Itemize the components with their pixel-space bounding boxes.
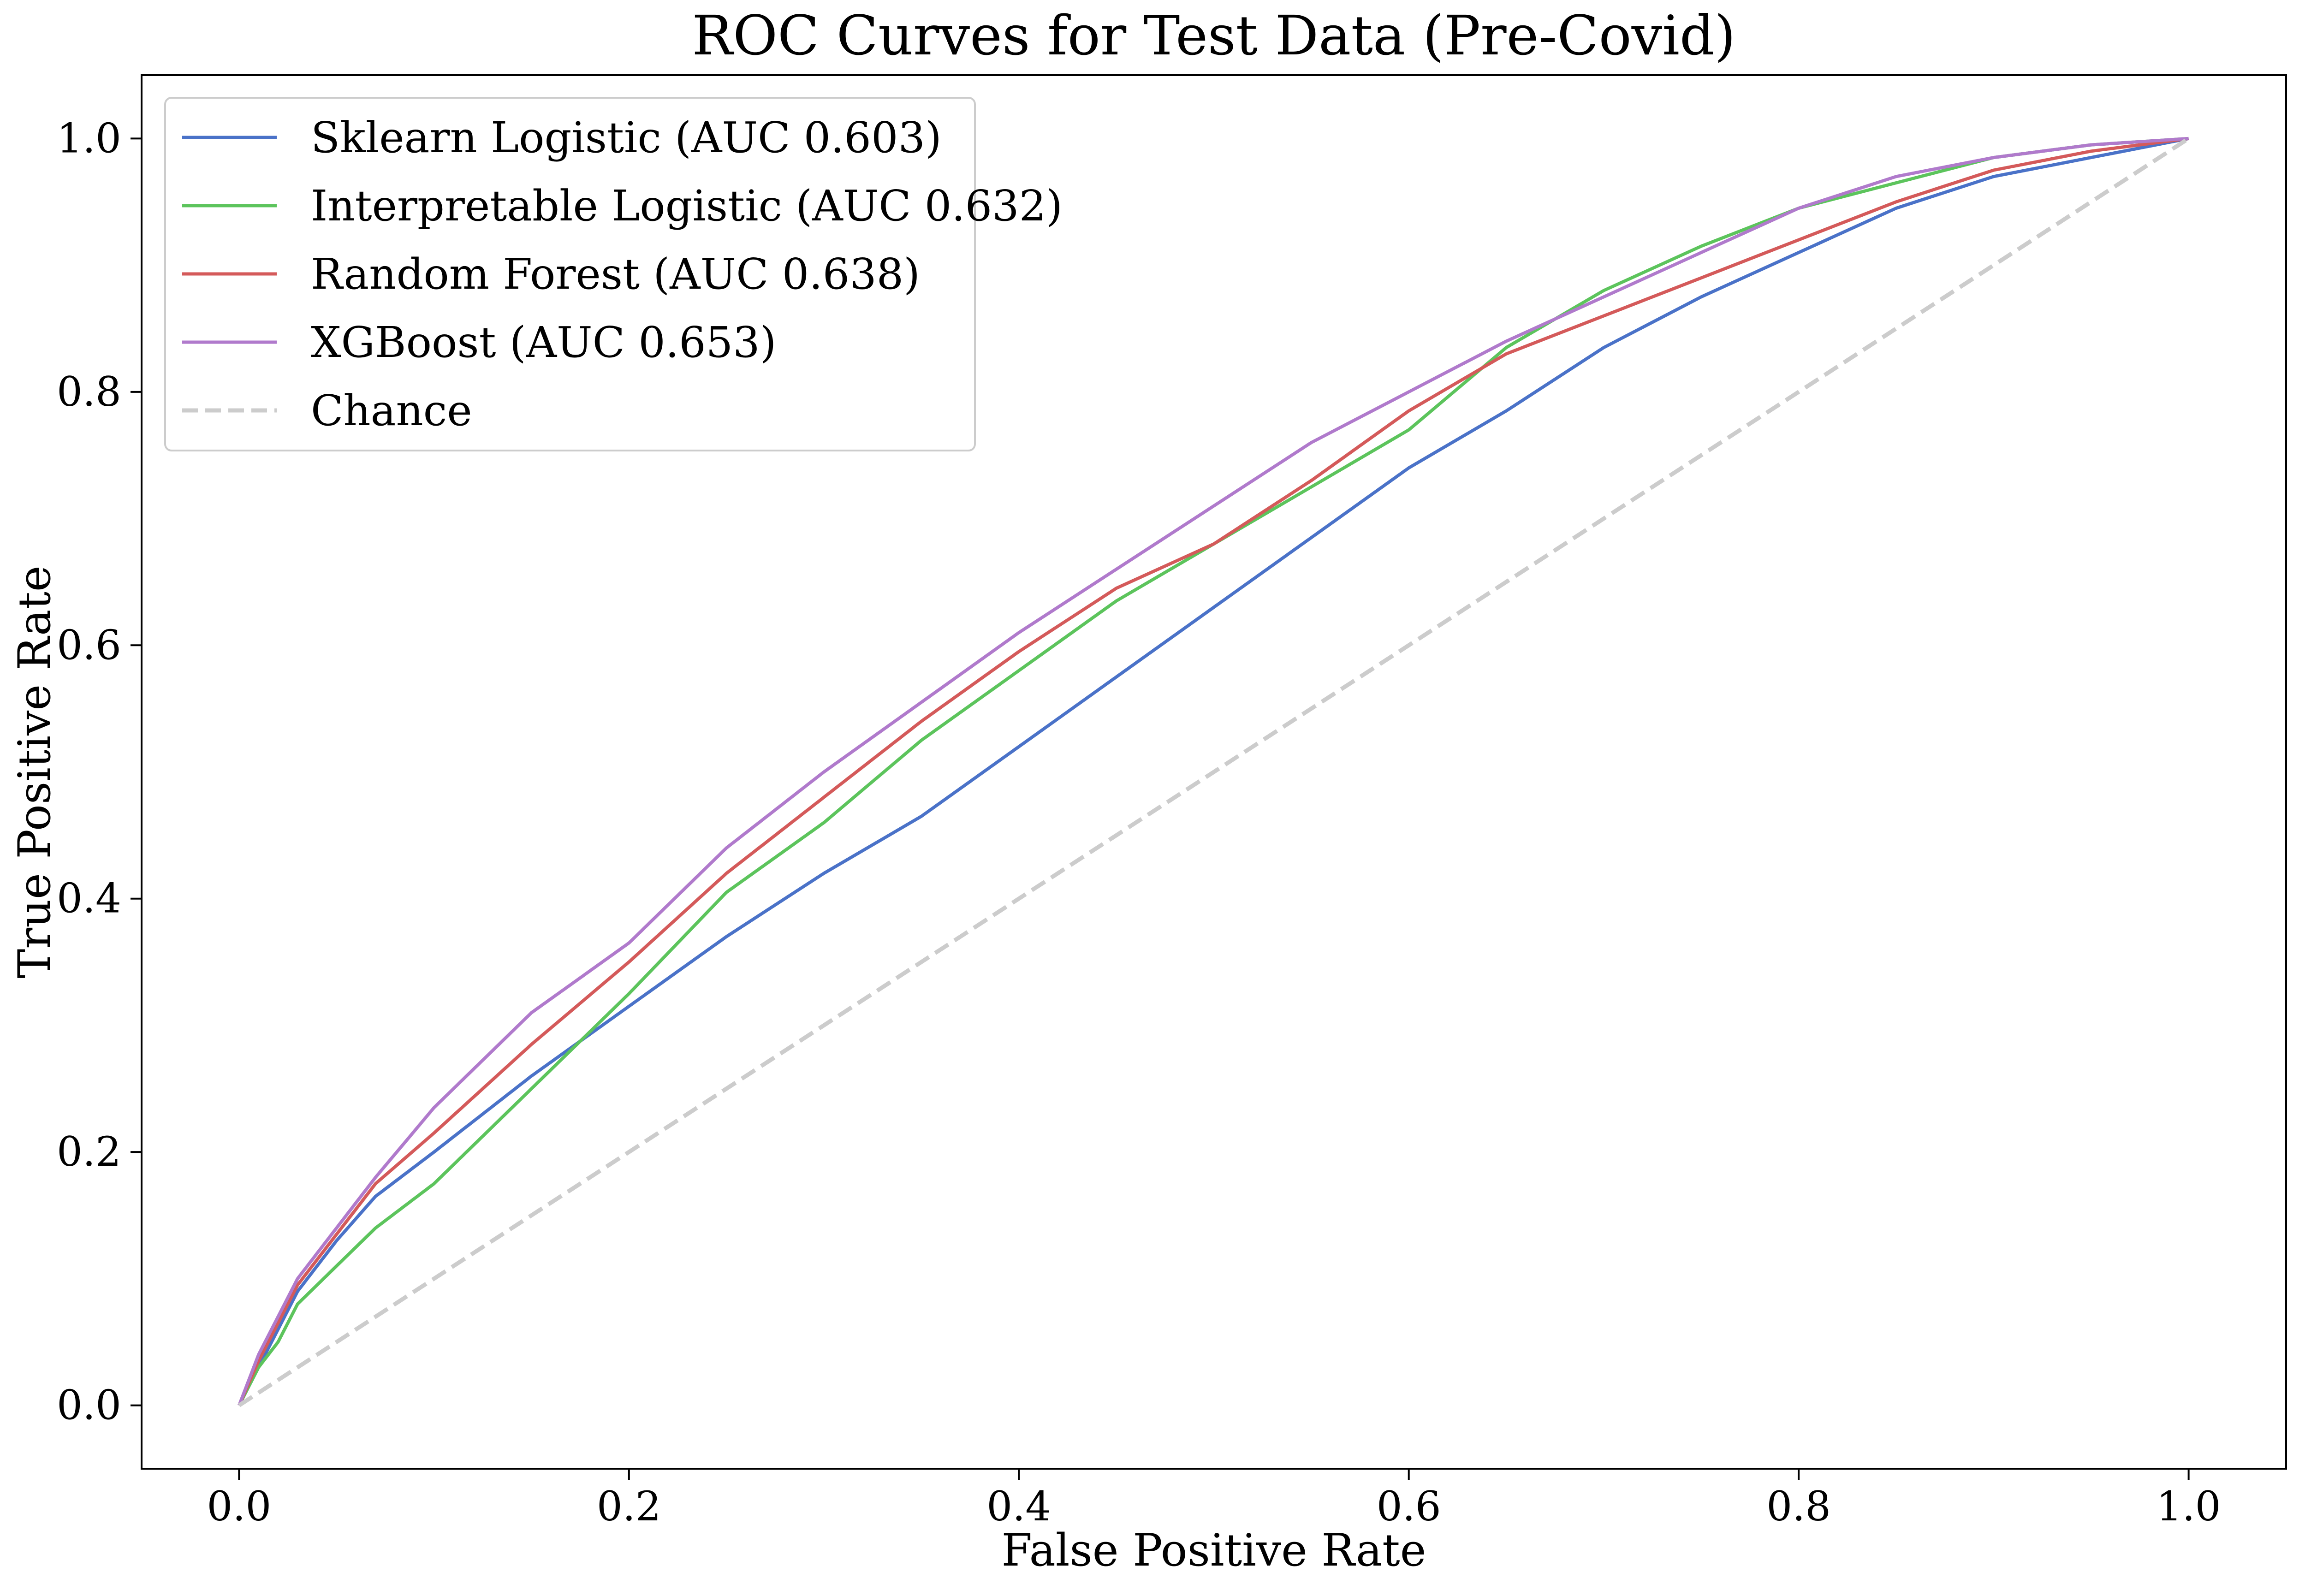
x-tick-label: 0.0 (207, 1483, 271, 1530)
y-tick-label: 1.0 (57, 114, 121, 162)
series-line-0 (238, 136, 2189, 1406)
legend-label-0: Sklearn Logistic (AUC 0.603) (311, 113, 942, 162)
legend-box (164, 97, 976, 451)
series-layer (238, 136, 2190, 1407)
x-tick-label: 0.6 (1377, 1483, 1441, 1530)
y-tick-label: 0.8 (57, 368, 121, 415)
series-line-3 (238, 136, 2189, 1406)
x-tick-label: 0.2 (597, 1483, 661, 1530)
y-tick-label: 0.4 (57, 875, 121, 922)
y-tick-label: 0.0 (57, 1382, 121, 1429)
x-axis: 0.0 0.2 0.4 0.6 0.8 1.0 (207, 1469, 2221, 1530)
x-tick-label: 1.0 (2156, 1483, 2221, 1530)
legend-items: Sklearn Logistic (AUC 0.603) Interpretabl… (182, 113, 1063, 435)
chart-title: ROC Curves for Test Data (Pre-Covid) (692, 4, 1735, 67)
y-tick-label: 0.2 (57, 1128, 121, 1175)
plot-area (141, 74, 2287, 1470)
legend: Sklearn Logistic (AUC 0.603) Interpretabl… (164, 97, 1063, 451)
y-tick-label: 0.6 (57, 621, 121, 669)
x-axis-label: False Positive Rate (1001, 1525, 1426, 1576)
plot-frame (141, 74, 2287, 1470)
y-axis-label: True Positive Rate (9, 565, 60, 979)
series-line-2 (238, 136, 2189, 1406)
x-tick-label: 0.4 (986, 1483, 1051, 1530)
legend-label-4: Chance (311, 386, 472, 435)
legend-label-3: XGBoost (AUC 0.653) (311, 318, 777, 367)
legend-label-2: Random Forest (AUC 0.638) (311, 249, 920, 299)
y-axis: 0.0 0.2 0.4 0.6 0.8 1.0 (57, 114, 142, 1429)
legend-label-1: Interpretable Logistic (AUC 0.632) (311, 181, 1063, 231)
series-line-4 (238, 136, 2190, 1407)
x-tick-label: 0.8 (1766, 1483, 1831, 1530)
